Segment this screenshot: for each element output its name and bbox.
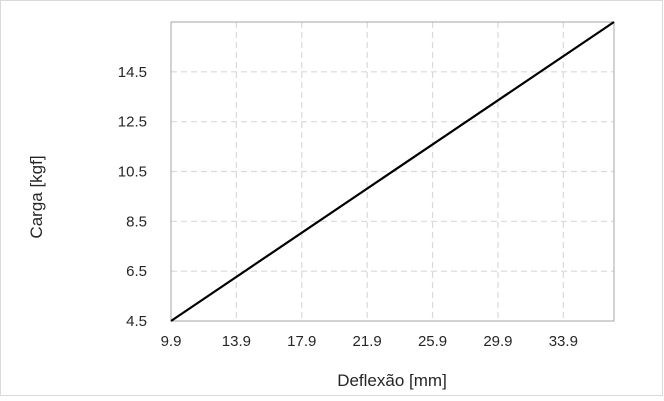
y-tick-labels: 4.5 6.5 8.5 10.5 12.5 14.5 (118, 64, 147, 330)
y-tick-label: 12.5 (118, 114, 147, 131)
series-line (170, 21, 615, 322)
x-axis-title: Deflexão [mm] (337, 371, 447, 390)
y-axis-title: Carga [kgf] (27, 155, 46, 238)
x-tick-label: 17.9 (287, 333, 316, 350)
x-tick-label: 25.9 (418, 333, 447, 350)
y-tick-label: 6.5 (126, 263, 147, 280)
series-layer (170, 21, 615, 322)
y-tick-label: 4.5 (126, 313, 147, 330)
x-tick-labels: 9.9 13.9 17.9 21.9 25.9 29.9 33.9 (161, 333, 578, 350)
y-tick-label: 14.5 (118, 64, 147, 81)
x-tick-label: 9.9 (161, 333, 182, 350)
x-tick-label: 13.9 (222, 333, 251, 350)
plot-area (170, 21, 615, 322)
x-tick-label: 29.9 (483, 333, 512, 350)
y-tick-label: 10.5 (118, 164, 147, 181)
y-tick-label: 8.5 (126, 213, 147, 230)
x-tick-label: 33.9 (549, 333, 578, 350)
x-tick-label: 21.9 (353, 333, 382, 350)
